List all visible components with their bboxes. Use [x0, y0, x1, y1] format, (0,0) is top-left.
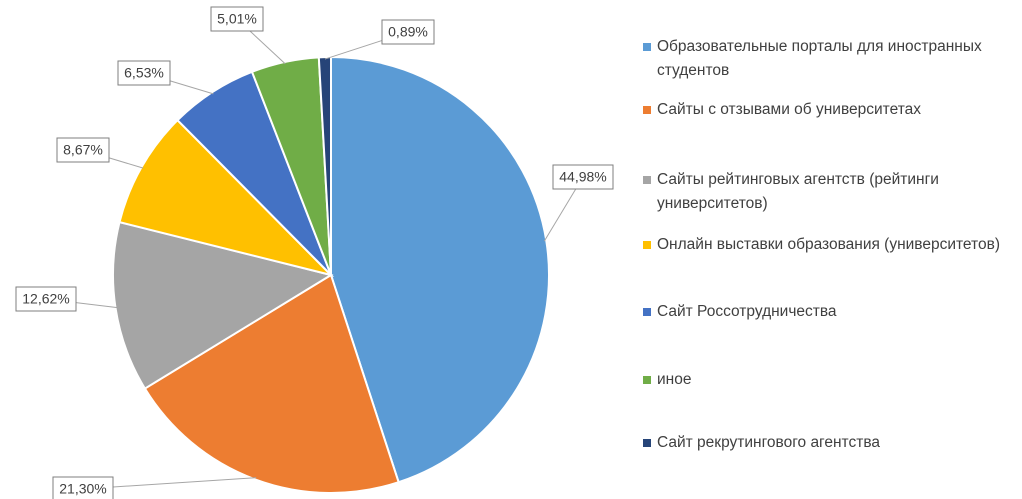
legend-entry: Сайт рекрутингового агентства [643, 431, 1022, 455]
legend-swatch [643, 43, 651, 51]
data-label: 8,67% [63, 142, 103, 158]
legend-swatch [643, 376, 651, 384]
data-label-box [381, 19, 435, 45]
legend-label: Образовательные порталы для иностранных … [657, 38, 982, 79]
legend-swatch [643, 439, 651, 447]
legend-label: Сайт рекрутингового агентства [657, 434, 881, 451]
legend-entry: Онлайн выставки образования (университет… [643, 233, 1022, 257]
pie-slice [143, 273, 400, 494]
data-label-box [52, 476, 114, 499]
legend-label: Сайты рейтинговых агентств (рейтинги уни… [657, 171, 939, 212]
legend-entry: Сайты рейтинговых агентств (рейтинги уни… [643, 168, 1022, 216]
data-label: 6,53% [124, 65, 164, 81]
legend-swatch [643, 308, 651, 316]
legend-entry: Сайт Россотрудничества [643, 300, 1022, 324]
data-label-box [56, 137, 110, 163]
legend-label: Онлайн выставки образования (университет… [657, 236, 1000, 253]
legend-swatch [643, 176, 651, 184]
data-label-box [15, 286, 77, 312]
data-label: 21,30% [59, 481, 106, 497]
pie-slice [330, 55, 550, 484]
data-label: 44,98% [559, 169, 606, 185]
legend-entry: иное [643, 368, 1022, 392]
legend-entry: Образовательные порталы для иностранных … [643, 35, 1022, 83]
legend-label: Сайты с отзывами об университетах [657, 101, 921, 118]
legend-label: Сайт Россотрудничества [657, 303, 837, 320]
pie-slice [112, 220, 334, 390]
data-label-box [552, 164, 614, 190]
legend-label: иное [657, 371, 692, 388]
data-label: 5,01% [217, 11, 257, 27]
data-label-box [210, 6, 264, 32]
legend-swatch [643, 106, 651, 114]
data-label: 12,62% [22, 291, 69, 307]
data-label: 0,89% [388, 24, 428, 40]
data-label-box [117, 60, 171, 86]
legend-entry: Сайты с отзывами об университетах [643, 98, 1022, 122]
legend-swatch [643, 241, 651, 249]
